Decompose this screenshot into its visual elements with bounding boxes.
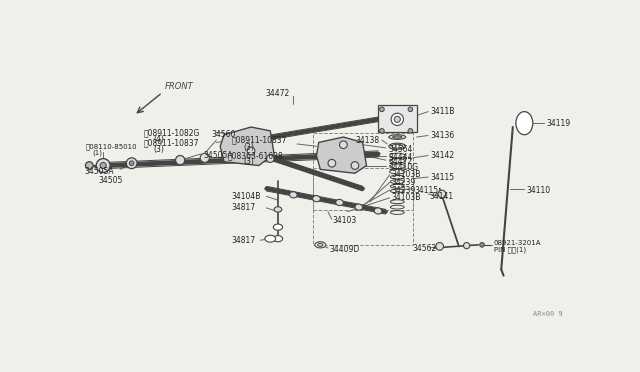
Text: 34115: 34115 xyxy=(414,186,438,195)
Text: 34564: 34564 xyxy=(388,145,412,154)
Text: Ⓝ08363-61638: Ⓝ08363-61638 xyxy=(228,151,284,160)
Text: 34239: 34239 xyxy=(391,178,415,187)
Text: 34103B: 34103B xyxy=(391,170,420,179)
Text: 34444: 34444 xyxy=(388,153,412,162)
Circle shape xyxy=(126,158,137,169)
Ellipse shape xyxy=(317,243,323,246)
Circle shape xyxy=(380,107,384,112)
Ellipse shape xyxy=(516,112,533,135)
Text: (3): (3) xyxy=(243,142,254,151)
Ellipse shape xyxy=(315,242,326,248)
Text: (1): (1) xyxy=(92,150,102,157)
Text: 34472: 34472 xyxy=(266,89,290,99)
Ellipse shape xyxy=(336,199,344,206)
Circle shape xyxy=(100,163,106,169)
Ellipse shape xyxy=(273,235,283,242)
Text: 34505A: 34505A xyxy=(204,151,233,160)
Polygon shape xyxy=(316,137,367,173)
Ellipse shape xyxy=(390,189,404,193)
Text: PIN ピン(1): PIN ピン(1) xyxy=(493,246,525,253)
Ellipse shape xyxy=(390,211,404,214)
Polygon shape xyxy=(220,127,274,166)
Circle shape xyxy=(394,116,401,122)
Text: ⓝ08911-1082G: ⓝ08911-1082G xyxy=(143,128,200,137)
Text: 34239: 34239 xyxy=(391,186,415,195)
Text: 34560: 34560 xyxy=(211,130,236,139)
Circle shape xyxy=(438,190,446,198)
Text: (4): (4) xyxy=(153,135,164,144)
Text: 34505: 34505 xyxy=(99,176,123,185)
Circle shape xyxy=(200,153,209,163)
Ellipse shape xyxy=(390,205,404,209)
Circle shape xyxy=(175,155,185,165)
Ellipse shape xyxy=(265,235,276,242)
Text: 34409D: 34409D xyxy=(330,245,360,254)
Ellipse shape xyxy=(374,208,382,214)
Text: 34141: 34141 xyxy=(429,192,454,201)
Circle shape xyxy=(380,129,384,133)
Circle shape xyxy=(480,243,484,247)
Circle shape xyxy=(351,162,359,169)
Ellipse shape xyxy=(389,135,406,140)
Circle shape xyxy=(408,107,413,112)
Circle shape xyxy=(266,155,274,163)
Text: 34138: 34138 xyxy=(355,136,379,145)
Ellipse shape xyxy=(390,153,405,158)
Circle shape xyxy=(96,158,110,173)
Text: 34103B: 34103B xyxy=(391,193,420,202)
Circle shape xyxy=(328,159,336,167)
Text: 34104B: 34104B xyxy=(232,192,261,201)
Text: 34103: 34103 xyxy=(333,217,357,225)
Ellipse shape xyxy=(390,169,405,174)
Ellipse shape xyxy=(392,144,403,148)
Text: 34562: 34562 xyxy=(413,244,437,253)
Text: ⓝ08911-10837: ⓝ08911-10837 xyxy=(143,138,198,147)
Text: (3): (3) xyxy=(243,157,254,166)
Ellipse shape xyxy=(312,196,320,202)
Circle shape xyxy=(129,161,134,166)
Text: 34410G: 34410G xyxy=(388,163,418,171)
Ellipse shape xyxy=(389,143,406,150)
Ellipse shape xyxy=(390,200,404,203)
Text: ⓝ08911-10837: ⓝ08911-10837 xyxy=(232,136,287,145)
Ellipse shape xyxy=(274,207,282,212)
Text: Ⓑ08110-85010: Ⓑ08110-85010 xyxy=(86,143,137,150)
Text: 34136: 34136 xyxy=(431,131,454,140)
Ellipse shape xyxy=(289,192,297,198)
Circle shape xyxy=(86,162,93,169)
Text: 08921-3201A: 08921-3201A xyxy=(493,240,541,246)
Text: 34142: 34142 xyxy=(431,151,454,160)
Ellipse shape xyxy=(390,180,404,184)
Text: 34115: 34115 xyxy=(431,173,454,182)
Ellipse shape xyxy=(390,164,405,169)
Text: 34472: 34472 xyxy=(388,157,412,166)
Text: 34110: 34110 xyxy=(527,186,551,195)
Text: 34817: 34817 xyxy=(232,236,256,245)
Circle shape xyxy=(247,147,255,155)
Text: 3411B: 3411B xyxy=(431,107,455,116)
Circle shape xyxy=(436,243,444,250)
Ellipse shape xyxy=(273,224,283,230)
Ellipse shape xyxy=(390,175,404,179)
Ellipse shape xyxy=(355,204,363,210)
Text: AR×00 9: AR×00 9 xyxy=(533,311,563,317)
Circle shape xyxy=(340,141,348,148)
Text: (3): (3) xyxy=(153,145,164,154)
Text: FRONT: FRONT xyxy=(164,82,193,91)
Ellipse shape xyxy=(390,158,405,163)
Bar xyxy=(378,106,417,132)
Ellipse shape xyxy=(393,136,402,138)
Text: 34505A: 34505A xyxy=(84,167,113,176)
Text: 34119: 34119 xyxy=(547,119,571,128)
Circle shape xyxy=(391,113,403,125)
Ellipse shape xyxy=(390,185,404,188)
Circle shape xyxy=(408,129,413,133)
Text: 34817: 34817 xyxy=(232,203,256,212)
Circle shape xyxy=(463,243,470,249)
